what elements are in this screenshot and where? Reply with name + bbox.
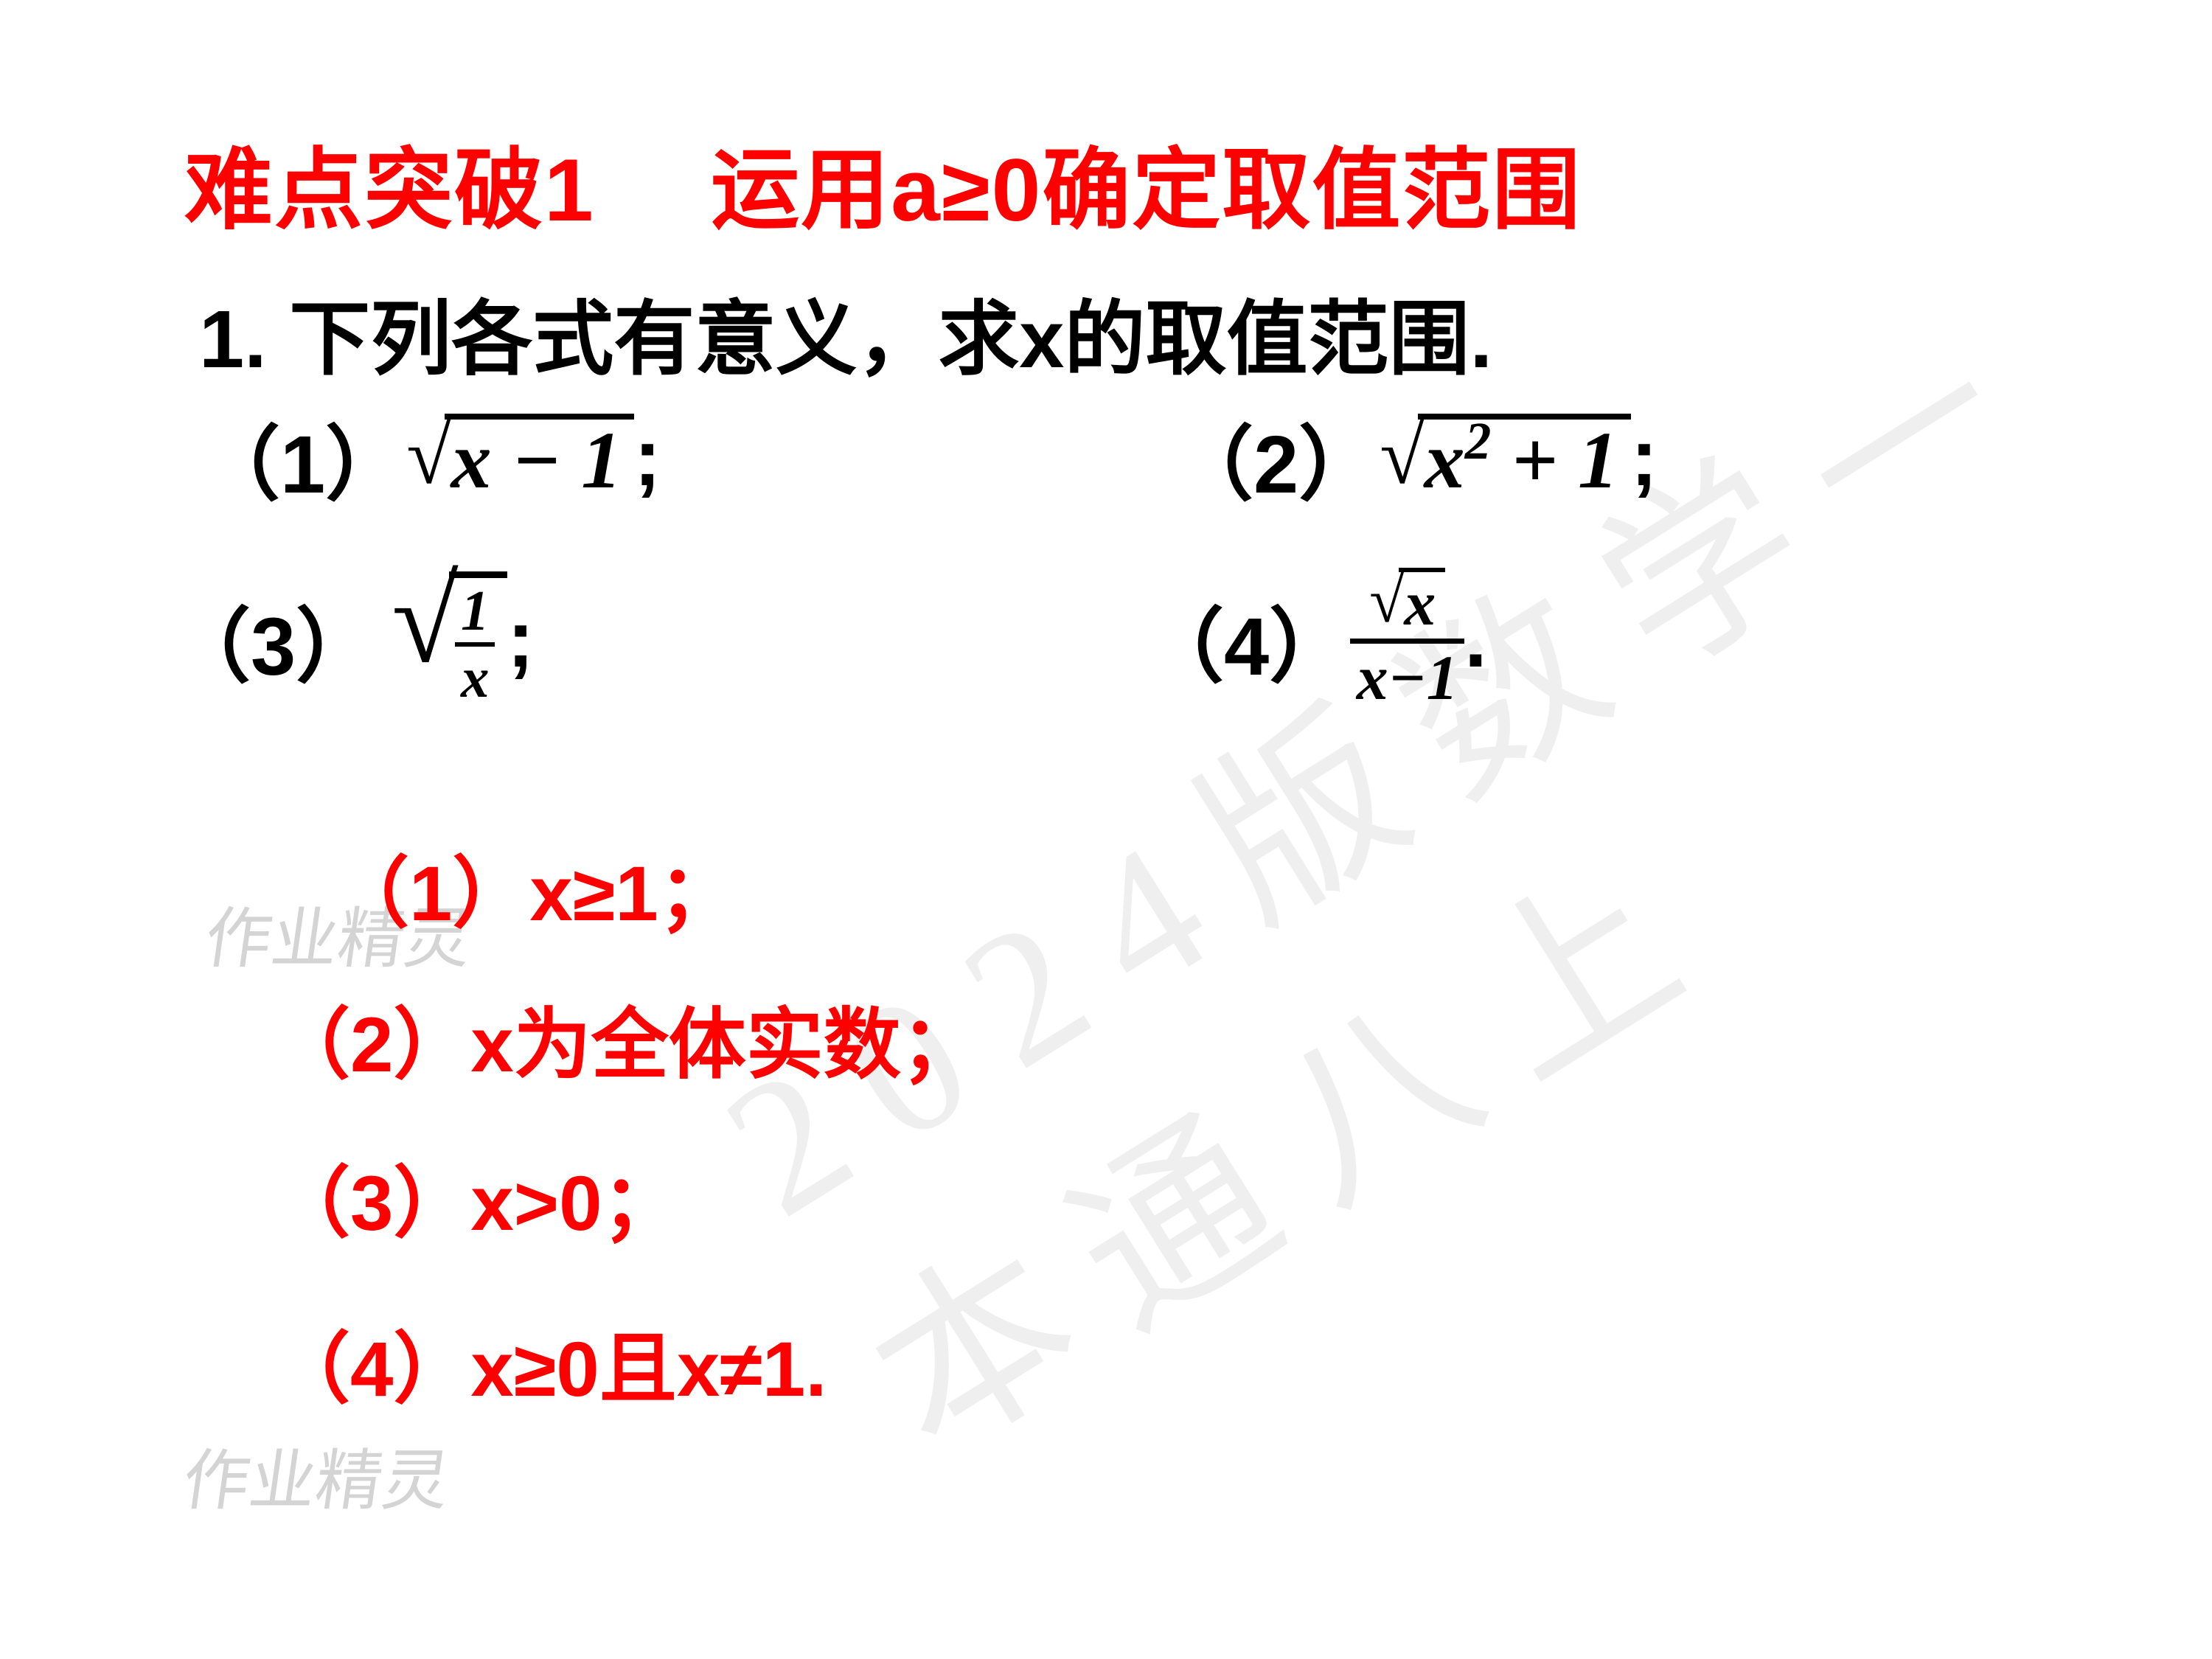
answer-1: （1）x≥1；: [332, 855, 978, 933]
fraction-4: √ x x−1: [1350, 568, 1464, 710]
radicand-2-x: x: [1425, 415, 1465, 505]
radicand-1: x − 1: [451, 415, 622, 505]
sqrt-icon: √ 1 x: [392, 571, 507, 706]
expression-2: （2） √ x2 + 1 ;: [1172, 398, 1658, 516]
expression-row-1: （1） √ x − 1 ; （2） √ x2 + 1 ;: [199, 398, 2042, 516]
answer-4: （4）x≥0且x≠1.: [273, 1331, 978, 1408]
label-3: （3）: [170, 580, 377, 698]
sqrt-icon: √ x2 + 1: [1380, 414, 1630, 501]
label-1: （1）: [199, 398, 406, 516]
expression-3: （3） √ 1 x ;: [170, 568, 1091, 710]
answer-2: （2）x为全体实数；: [273, 1006, 978, 1084]
label-2: （2）: [1172, 398, 1380, 516]
answers-block: （1）x≥1； （2）x为全体实数； （3）x>0； （4）x≥0且x≠1.: [273, 855, 978, 1408]
answer-3: （3）x>0；: [273, 1165, 978, 1242]
period-4: .: [1464, 592, 1487, 686]
sqrt-icon: √ x − 1: [406, 414, 634, 501]
fraction-4-den-minus1: −1: [1388, 643, 1458, 713]
fraction-3-num: 1: [455, 582, 495, 642]
watermark-small-2: 作业精灵: [178, 1427, 456, 1523]
fraction-3-den: x: [455, 642, 495, 706]
fraction-3: 1 x: [455, 582, 495, 706]
expression-row-2: （3） √ 1 x ; （4） √ x x−1 .: [170, 568, 2042, 710]
sqrt-icon: √ x: [1369, 568, 1445, 636]
semicolon-1: ;: [634, 411, 661, 504]
radicand-2-exp: 2: [1465, 412, 1492, 470]
expression-4: （4） √ x x−1 .: [1143, 568, 1487, 710]
label-4: （4）: [1143, 580, 1350, 698]
fraction-4-num-x: x: [1404, 568, 1436, 639]
question-stem: 1. 下列各式有意义，求x的取值范围.: [199, 273, 1492, 391]
semicolon-3: ;: [507, 592, 535, 686]
expression-1: （1） √ x − 1 ;: [199, 398, 1121, 516]
semicolon-2: ;: [1631, 411, 1658, 504]
fraction-4-den-x: x: [1357, 643, 1388, 713]
section-heading: 难点突破1 运用a≥0确定取值范围: [184, 118, 1582, 246]
radicand-2-plus1: + 1: [1491, 415, 1618, 505]
